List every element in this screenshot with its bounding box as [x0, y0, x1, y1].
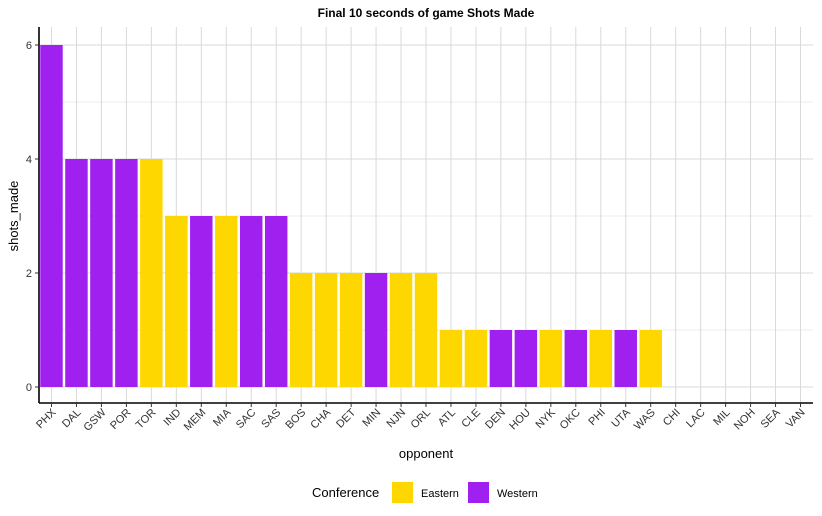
x-axis-title: opponent	[399, 446, 454, 461]
x-tick-label: SEA	[759, 406, 784, 431]
bar-sac	[239, 216, 263, 387]
x-tick-label: ATL	[436, 407, 458, 429]
bar-tor	[140, 159, 163, 387]
bar-phi	[589, 330, 613, 387]
bar-okc	[564, 330, 588, 387]
legend-title: Conference	[312, 485, 379, 500]
y-tick-label: 4	[26, 154, 32, 166]
legend: Conference Eastern Western	[312, 482, 538, 503]
bar-cha	[314, 273, 338, 387]
bar-phx	[40, 45, 63, 387]
x-tick-label: DEN	[483, 407, 508, 432]
legend-swatch-western	[468, 482, 489, 503]
x-tick-label: CHI	[661, 407, 683, 429]
x-tick-label: SAC	[234, 407, 259, 432]
bar-por	[115, 159, 138, 387]
x-tick-label: LAC	[684, 407, 708, 431]
bar-det	[339, 273, 363, 387]
x-tick-label: PHX	[34, 406, 59, 431]
x-tick-label: UTA	[609, 406, 633, 430]
x-tick-label: TOR	[134, 407, 159, 432]
bar-ind	[165, 216, 188, 387]
legend-swatch-eastern	[392, 482, 413, 503]
bar-min	[364, 273, 388, 387]
bar-hou	[514, 330, 538, 387]
legend-label-western: Western	[497, 488, 538, 500]
chart-title: Final 10 seconds of game Shots Made	[318, 6, 535, 20]
x-tick-label: CHA	[308, 406, 333, 431]
x-tick-label: MIL	[711, 407, 732, 428]
bar-dal	[65, 159, 88, 387]
x-tick-label: DET	[334, 406, 358, 430]
x-tick-label: MIN	[360, 407, 383, 430]
x-tick-label: OKC	[558, 407, 583, 432]
bar-mia	[215, 216, 238, 387]
x-tick-label: DAL	[60, 407, 84, 431]
y-tick-label: 2	[26, 268, 32, 280]
bar-bos	[289, 273, 313, 387]
x-tick-label: PHI	[586, 407, 607, 428]
bars	[40, 45, 662, 387]
x-tick-label: WAS	[632, 407, 658, 433]
x-tick-label: CLE	[459, 407, 483, 431]
x-tick-label: NOH	[732, 407, 758, 433]
x-tick-label: POR	[108, 407, 133, 432]
x-tick-label: IND	[162, 407, 184, 429]
x-tick-label: BOS	[283, 407, 308, 432]
bar-mem	[190, 216, 213, 387]
bar-den	[489, 330, 513, 387]
x-tick-label: GSW	[81, 406, 109, 434]
bar-njn	[389, 273, 413, 387]
x-tick-label: ORL	[409, 407, 433, 431]
y-axis-title: shots_made	[6, 181, 21, 252]
x-tick-label: NYK	[533, 406, 558, 431]
y-ticks: 0 2 4 6	[26, 40, 39, 394]
x-tick-label: HOU	[507, 407, 533, 433]
y-tick-label: 0	[26, 382, 32, 394]
bar-gsw	[90, 159, 113, 387]
bar-nyk	[539, 330, 563, 387]
bar-orl	[414, 273, 438, 387]
x-tick-label: NJN	[385, 407, 409, 431]
y-tick-label: 6	[26, 40, 32, 52]
bar-was	[639, 330, 662, 387]
bar-sas	[264, 216, 288, 387]
bar-uta	[614, 330, 637, 387]
x-tick-label: VAN	[784, 407, 808, 431]
bar-atl	[439, 330, 463, 387]
x-tick-label: MEM	[182, 407, 209, 434]
bar-cle	[464, 330, 488, 387]
x-tick-label: MIA	[211, 406, 234, 429]
x-tick-label: SAS	[259, 407, 283, 431]
legend-label-eastern: Eastern	[421, 488, 459, 500]
